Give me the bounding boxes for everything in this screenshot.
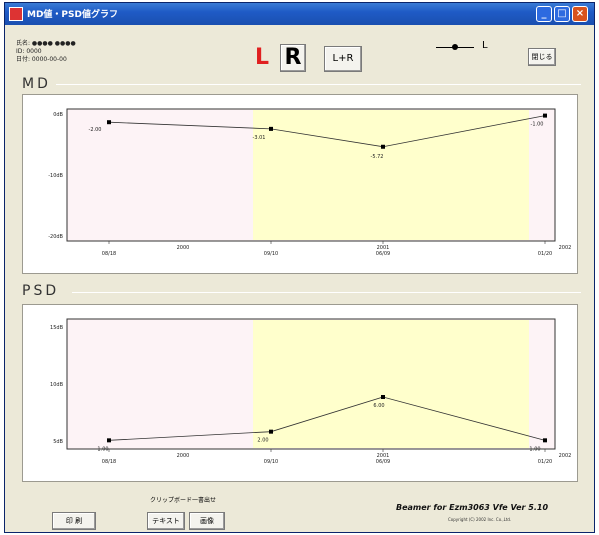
maximize-button[interactable]: □	[554, 6, 570, 22]
md-data-point	[107, 120, 111, 125]
md-separator	[56, 84, 581, 85]
md-year-label: 2002	[559, 245, 572, 251]
psd-data-point	[269, 429, 273, 434]
md-data-point	[269, 126, 273, 131]
md-y-tick-label: 0dB	[53, 112, 63, 118]
psd-x-tick-label: 08/18	[102, 459, 116, 465]
psd-data-point	[543, 438, 547, 443]
md-data-label: -2.00	[89, 127, 102, 133]
psd-data-label: 1.00	[529, 446, 540, 452]
md-x-tick-label: 09/10	[264, 251, 278, 257]
psd-x-tick-label: 06/09	[376, 459, 390, 465]
psd-year-label: 2000	[177, 453, 190, 459]
md-chart: 0dB -10dB -20dB -2.00 -3.01 -5.72 -1.00 08/18 09…	[48, 108, 572, 257]
copyright-text: Copyright (C) 2002 Inc. Co.,Ltd.	[448, 517, 512, 522]
psd-series-line	[108, 396, 546, 441]
patient-name: 氏名: ●●●● ●●●●	[16, 40, 76, 47]
left-eye-button[interactable]: L	[254, 45, 270, 70]
md-year-label: 2001	[377, 245, 390, 251]
psd-data-label: 1.00	[97, 446, 108, 452]
copy-text-button[interactable]: テキスト	[147, 512, 185, 530]
both-eyes-button[interactable]: L+R	[324, 46, 362, 72]
psd-data-point	[381, 395, 385, 399]
psd-data-label: 2.00	[257, 438, 268, 444]
md-data-label: -5.72	[371, 154, 384, 160]
md-highlight-band	[253, 110, 529, 240]
psd-year-label: 2001	[377, 453, 390, 459]
print-button[interactable]: 印 刷	[52, 512, 96, 530]
md-data-point	[381, 144, 385, 149]
psd-separator	[72, 292, 581, 293]
md-data-point	[543, 113, 547, 118]
right-eye-button[interactable]: R	[280, 44, 306, 72]
psd-y-tick-label: 15dB	[50, 325, 64, 331]
psd-chart: 15dB 10dB 5dB 1.00 2.00 6.00 1.00 08/18 09/10 06/…	[50, 318, 572, 465]
minimize-button[interactable]: _	[536, 6, 552, 22]
md-x-tick-label: 01/20	[538, 251, 552, 257]
close-window-button[interactable]: ×	[572, 6, 588, 22]
patient-info: 氏名: ●●●● ●●●● ID: 0000 日付: 0000-00-00	[16, 40, 76, 64]
md-series-line	[108, 115, 546, 148]
psd-chart-frame: 15dB 10dB 5dB 1.00 2.00 6.00 1.00 08/18 09/10 06/…	[22, 304, 578, 482]
title-bar[interactable]: MD値・PSD値グラフ _ □ ×	[5, 3, 594, 25]
psd-section-label: PSD	[22, 283, 60, 299]
legend: L	[432, 40, 504, 54]
md-y-tick-label: -20dB	[48, 234, 63, 240]
psd-y-tick-label: 10dB	[50, 382, 64, 388]
psd-highlight-band	[253, 320, 529, 448]
exam-date: 日付: 0000-00-00	[16, 56, 67, 63]
md-chart-frame: 0dB -10dB -20dB -2.00 -3.01 -5.72 -1.00 08/18 09…	[22, 94, 578, 274]
close-button[interactable]: 閉じる	[528, 48, 556, 66]
copy-image-button[interactable]: 画像	[189, 512, 225, 530]
psd-x-tick-label: 09/10	[264, 459, 278, 465]
app-icon	[9, 7, 23, 21]
psd-year-label: 2002	[559, 453, 572, 459]
md-y-tick-label: -10dB	[48, 173, 63, 179]
md-data-label: -1.00	[531, 122, 544, 128]
legend-marker	[452, 44, 458, 50]
md-x-tick-label: 06/09	[376, 251, 390, 257]
psd-y-tick-label: 5dB	[53, 439, 63, 445]
window-title: MD値・PSD値グラフ	[27, 10, 118, 20]
patient-id: ID: 0000	[16, 48, 42, 55]
md-year-label: 2000	[177, 245, 190, 251]
version-text: Beamer for Ezm3063 Vfe Ver 5.10	[396, 503, 549, 512]
psd-x-tick-label: 01/20	[538, 459, 552, 465]
clipboard-label: クリップボード一書出せ	[150, 497, 217, 504]
legend-label: L	[482, 40, 488, 51]
md-data-label: -3.01	[253, 135, 266, 141]
psd-data-point	[107, 438, 111, 443]
psd-data-label: 6.00	[373, 403, 384, 409]
md-section-label: MD	[22, 76, 51, 92]
md-x-tick-label: 08/18	[102, 251, 116, 257]
